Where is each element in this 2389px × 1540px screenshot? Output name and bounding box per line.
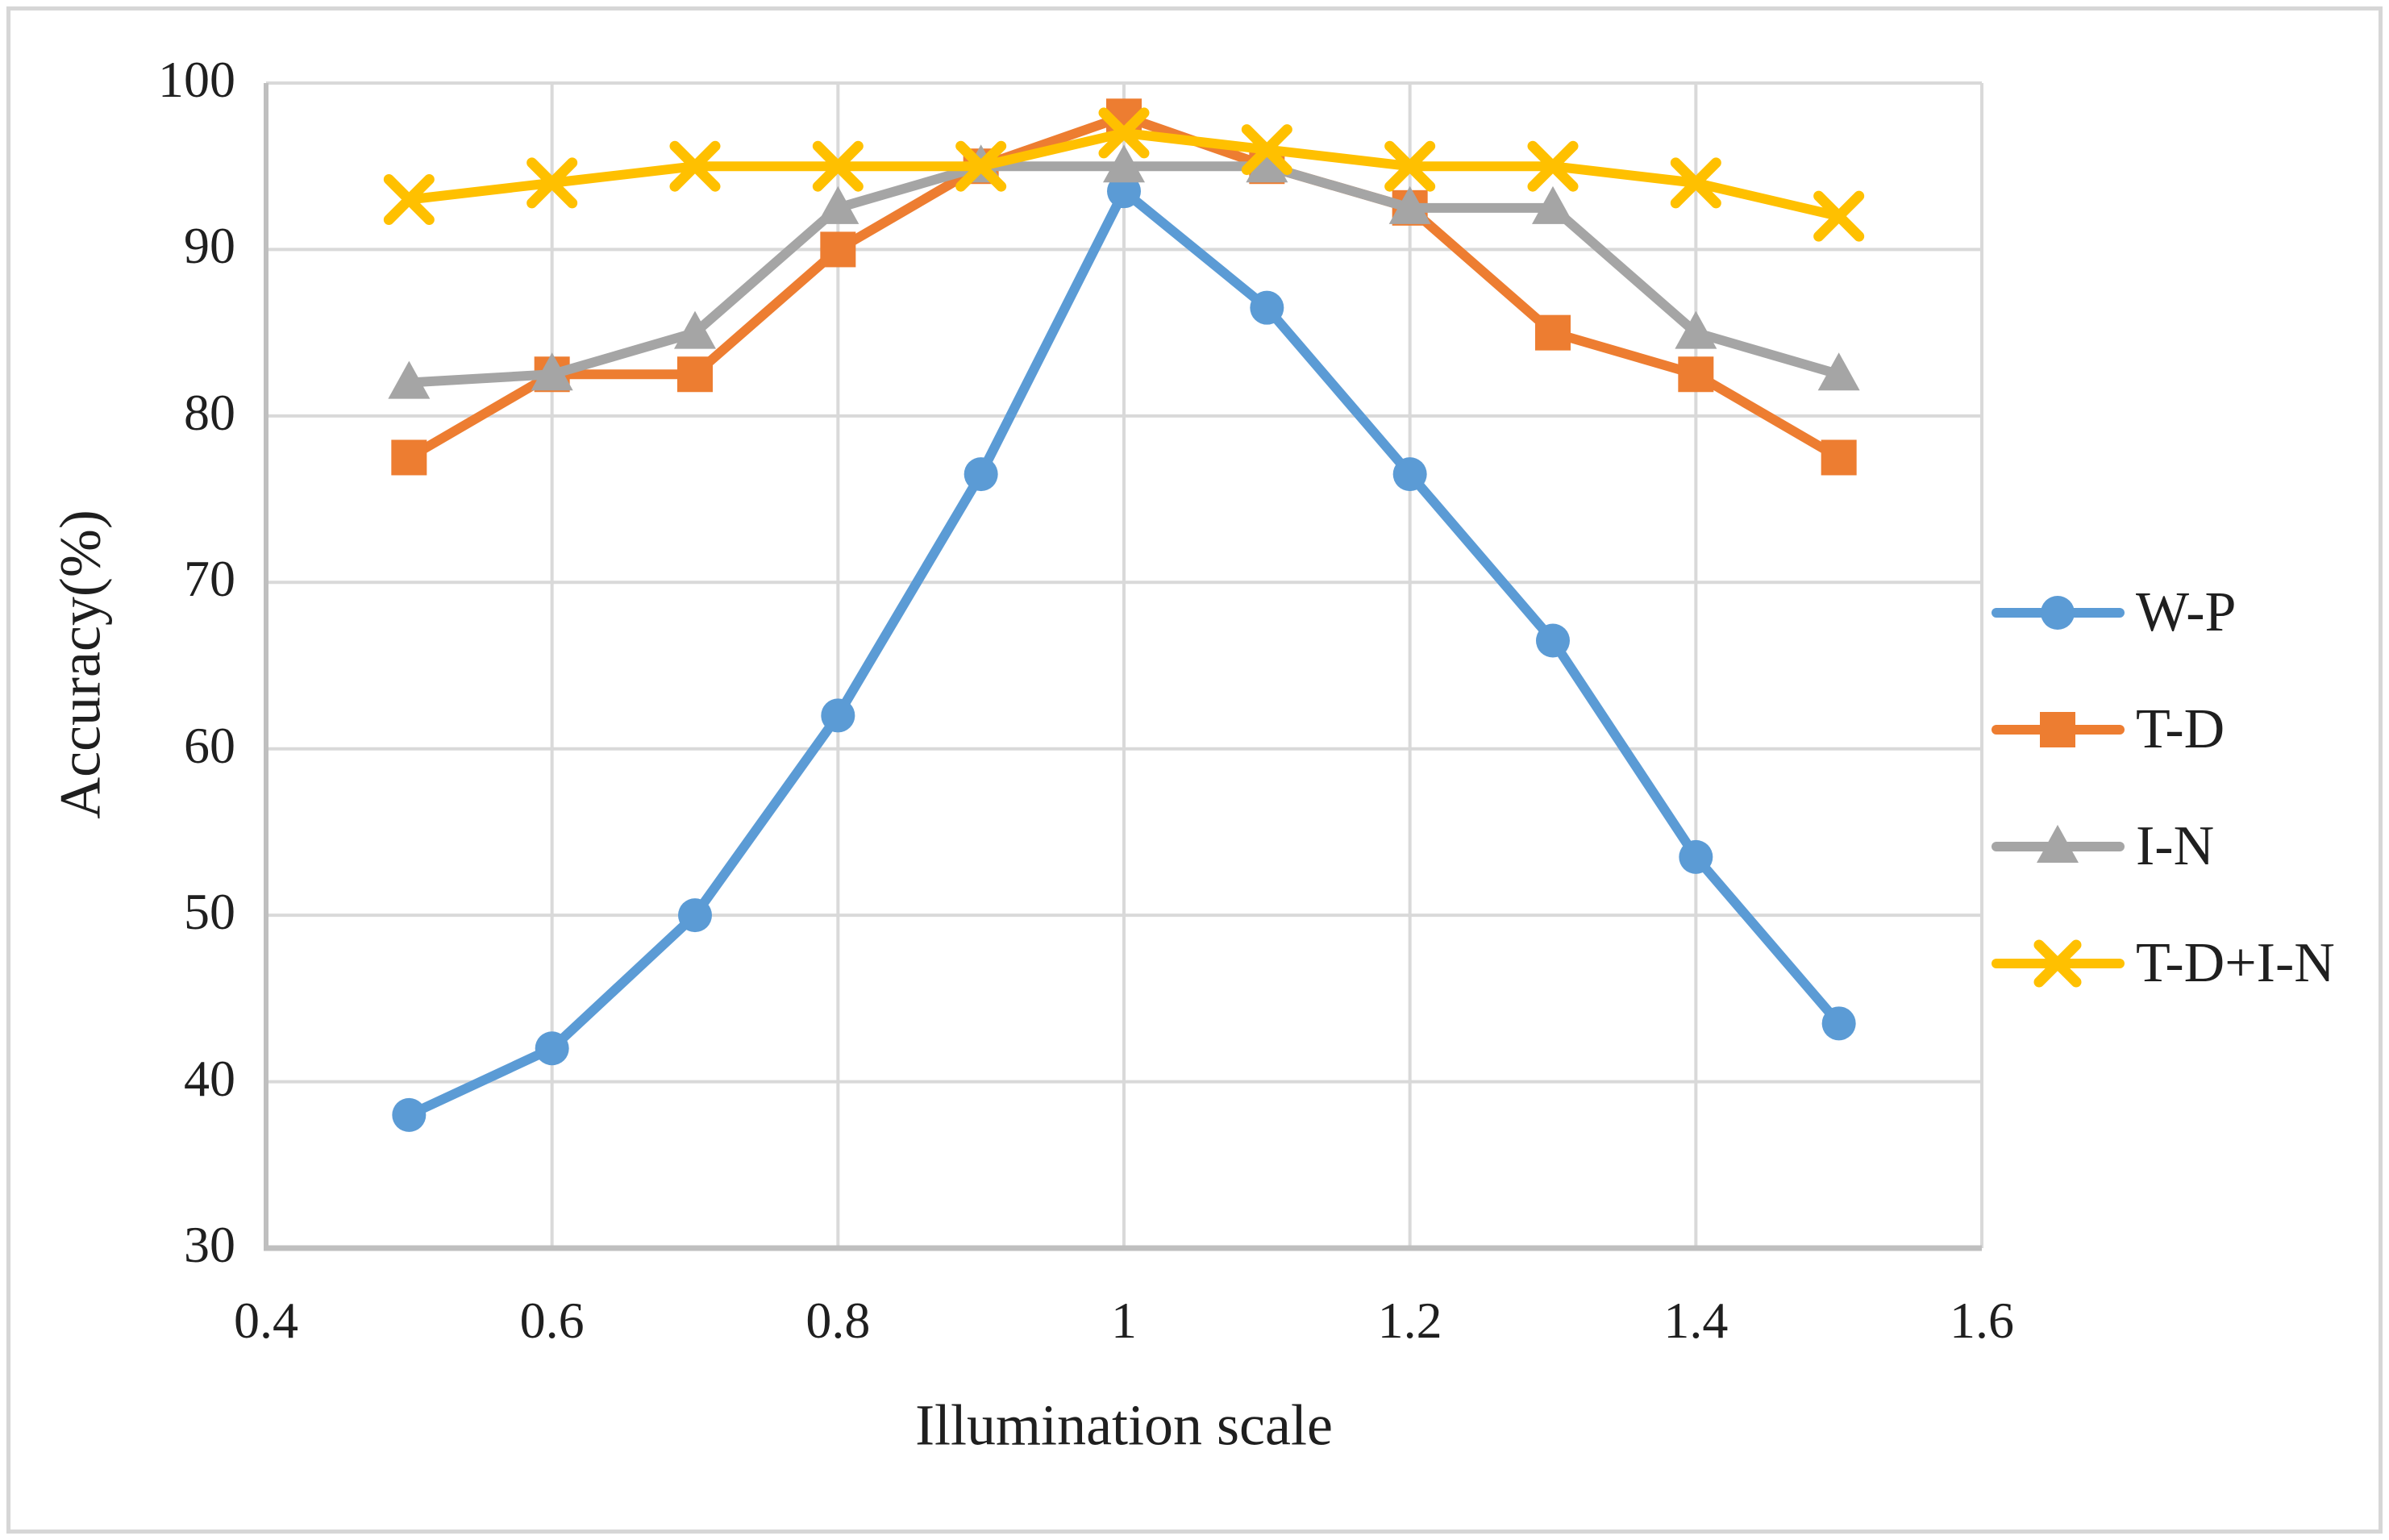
legend-marker-x-icon xyxy=(2033,939,2082,988)
legend-item-W-P: W-P xyxy=(1992,572,2236,653)
x-tick-label: 1.4 xyxy=(1663,1292,1729,1349)
series-marker-T-D+I-N xyxy=(1098,107,1150,159)
legend-marker-triangle-icon xyxy=(2037,825,2079,863)
series-marker-W-P xyxy=(678,898,712,933)
series-marker-I-N xyxy=(1532,185,1574,224)
series-marker-I-N xyxy=(1817,352,1860,391)
legend-marker-circle-icon xyxy=(2041,596,2075,630)
series-marker-T-D+I-N xyxy=(1241,124,1292,176)
y-tick-label: 70 xyxy=(184,550,235,608)
series-marker-W-P xyxy=(535,1031,569,1066)
series-marker-T-D+I-N xyxy=(1527,140,1579,192)
legend-item-T-D: T-D xyxy=(1992,689,2225,770)
series-marker-W-P xyxy=(1679,839,1713,874)
series-marker-T-D+I-N xyxy=(1384,140,1436,192)
legend-swatch-square-icon xyxy=(1992,712,2125,747)
y-tick-label: 90 xyxy=(184,217,235,275)
x-tick-label: 0.4 xyxy=(234,1292,298,1349)
y-tick-label: 30 xyxy=(184,1216,235,1273)
series-marker-T-D+I-N xyxy=(1670,157,1721,209)
legend-label: T-D xyxy=(2136,698,2225,760)
series-marker-T-D xyxy=(1535,314,1571,351)
legend-item-I-N: I-N xyxy=(1992,806,2214,887)
series-marker-W-P xyxy=(1392,457,1427,492)
series-marker-T-D+I-N xyxy=(383,174,435,225)
series-marker-W-P xyxy=(392,1097,427,1132)
legend-swatch-x-icon xyxy=(1992,939,2125,988)
series-marker-W-P xyxy=(964,457,998,492)
series-marker-I-N xyxy=(1388,185,1431,224)
legend-label: T-D+I-N xyxy=(2136,932,2335,994)
y-axis-title: Accuracy(%) xyxy=(48,510,113,819)
series-marker-W-P xyxy=(1536,623,1570,658)
y-tick-label: 40 xyxy=(184,1049,235,1107)
series-marker-I-N xyxy=(1246,144,1288,183)
x-tick-label: 0.8 xyxy=(805,1292,871,1349)
series-marker-W-P xyxy=(1107,174,1141,209)
x-tick-label: 0.6 xyxy=(519,1292,585,1349)
legend-item-T-D+I-N: T-D+I-N xyxy=(1992,923,2335,1004)
series-marker-W-P xyxy=(821,698,855,733)
legend-marker-square-icon xyxy=(2040,712,2075,747)
series-marker-I-N xyxy=(1103,144,1145,183)
series-marker-I-N xyxy=(674,310,716,349)
legend-swatch-triangle-icon xyxy=(1992,825,2125,863)
x-tick-label: 1.2 xyxy=(1377,1292,1442,1349)
x-tick-label: 1.6 xyxy=(1950,1292,2014,1349)
series-marker-I-N xyxy=(388,360,431,399)
series-marker-T-D xyxy=(1678,356,1714,393)
series-marker-W-P xyxy=(1250,290,1284,325)
series-marker-T-D+I-N xyxy=(955,140,1007,192)
x-tick-label: 1 xyxy=(1111,1292,1137,1349)
y-tick-label: 50 xyxy=(184,883,235,941)
y-tick-label: 80 xyxy=(184,383,235,441)
series-marker-T-D xyxy=(391,439,427,476)
y-tick-label: 100 xyxy=(158,51,235,108)
series-marker-T-D+I-N xyxy=(1813,190,1865,242)
legend-label: I-N xyxy=(2136,815,2215,877)
series-marker-T-D xyxy=(1821,439,1857,476)
series-marker-W-P xyxy=(1821,1006,1856,1041)
series-marker-T-D xyxy=(677,356,713,393)
series-marker-T-D+I-N xyxy=(812,140,864,192)
legend-label: W-P xyxy=(2136,581,2237,643)
series-marker-T-D+I-N xyxy=(526,157,578,209)
series-marker-T-D+I-N xyxy=(669,140,721,192)
legend-swatch-circle-icon xyxy=(1992,596,2125,630)
series-marker-I-N xyxy=(1675,310,1717,349)
series-marker-T-D xyxy=(820,231,856,268)
x-axis-title: Illumination scale xyxy=(915,1392,1333,1458)
series-marker-I-N xyxy=(531,352,573,391)
series-marker-I-N xyxy=(817,185,859,224)
y-tick-label: 60 xyxy=(184,716,235,774)
